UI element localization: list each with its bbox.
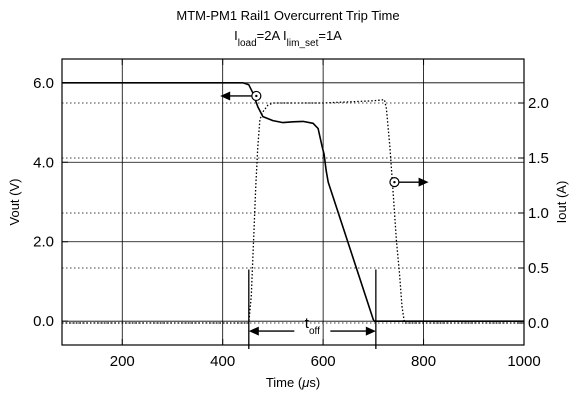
y-right-tick-label: 0.5: [528, 260, 549, 277]
iout-series-line: [62, 99, 524, 324]
plot-frame: [61, 58, 525, 346]
toff-label: toff: [305, 315, 320, 337]
y-left-tick-label: 2.0: [33, 234, 54, 251]
toff-arrow-right-head: [365, 326, 376, 336]
chart-subtitle: Iload=2A Ilim_set=1A: [234, 28, 342, 49]
y-axis-label-right: Iout (A): [554, 181, 569, 224]
y-right-tick-label: 0.0: [528, 315, 549, 332]
axis-marker-arrow-head: [418, 177, 429, 187]
x-axis-label: Time (μs): [266, 375, 320, 390]
annotations-layer: toff: [220, 90, 429, 349]
y-left-tick-label: 0.0: [33, 313, 54, 330]
axis-marker-dot: [255, 94, 258, 98]
y-left-tick-label: 6.0: [33, 75, 54, 92]
x-tick-label: 1000: [507, 353, 540, 370]
series-layer: [62, 82, 524, 324]
axis-marker-arrow-head: [220, 91, 231, 101]
y-right-tick-label: 1.5: [528, 150, 549, 167]
chart-title: MTM-PM1 Rail1 Overcurrent Trip Time: [176, 8, 399, 23]
y-axis-label-left: Vout (V): [7, 179, 22, 226]
y-left-tick-label: 4.0: [33, 154, 54, 171]
toff-arrow-left-head: [248, 326, 259, 336]
vout-series-line: [62, 82, 524, 323]
y-right-tick-label: 1.0: [528, 205, 549, 222]
y-right-tick-label: 2.0: [528, 95, 549, 112]
x-tick-label: 800: [411, 353, 436, 370]
grid-lines: [62, 59, 524, 345]
x-tick-label: 200: [110, 353, 135, 370]
x-tick-label: 400: [210, 353, 235, 370]
ticks-layer: 200 400 600 800 1000 0.0 2.0 4.0 6.0 0.0 0.5 1.0 1.5…: [33, 59, 549, 370]
x-tick-label: 600: [311, 353, 336, 370]
axis-marker-dot: [393, 180, 396, 184]
